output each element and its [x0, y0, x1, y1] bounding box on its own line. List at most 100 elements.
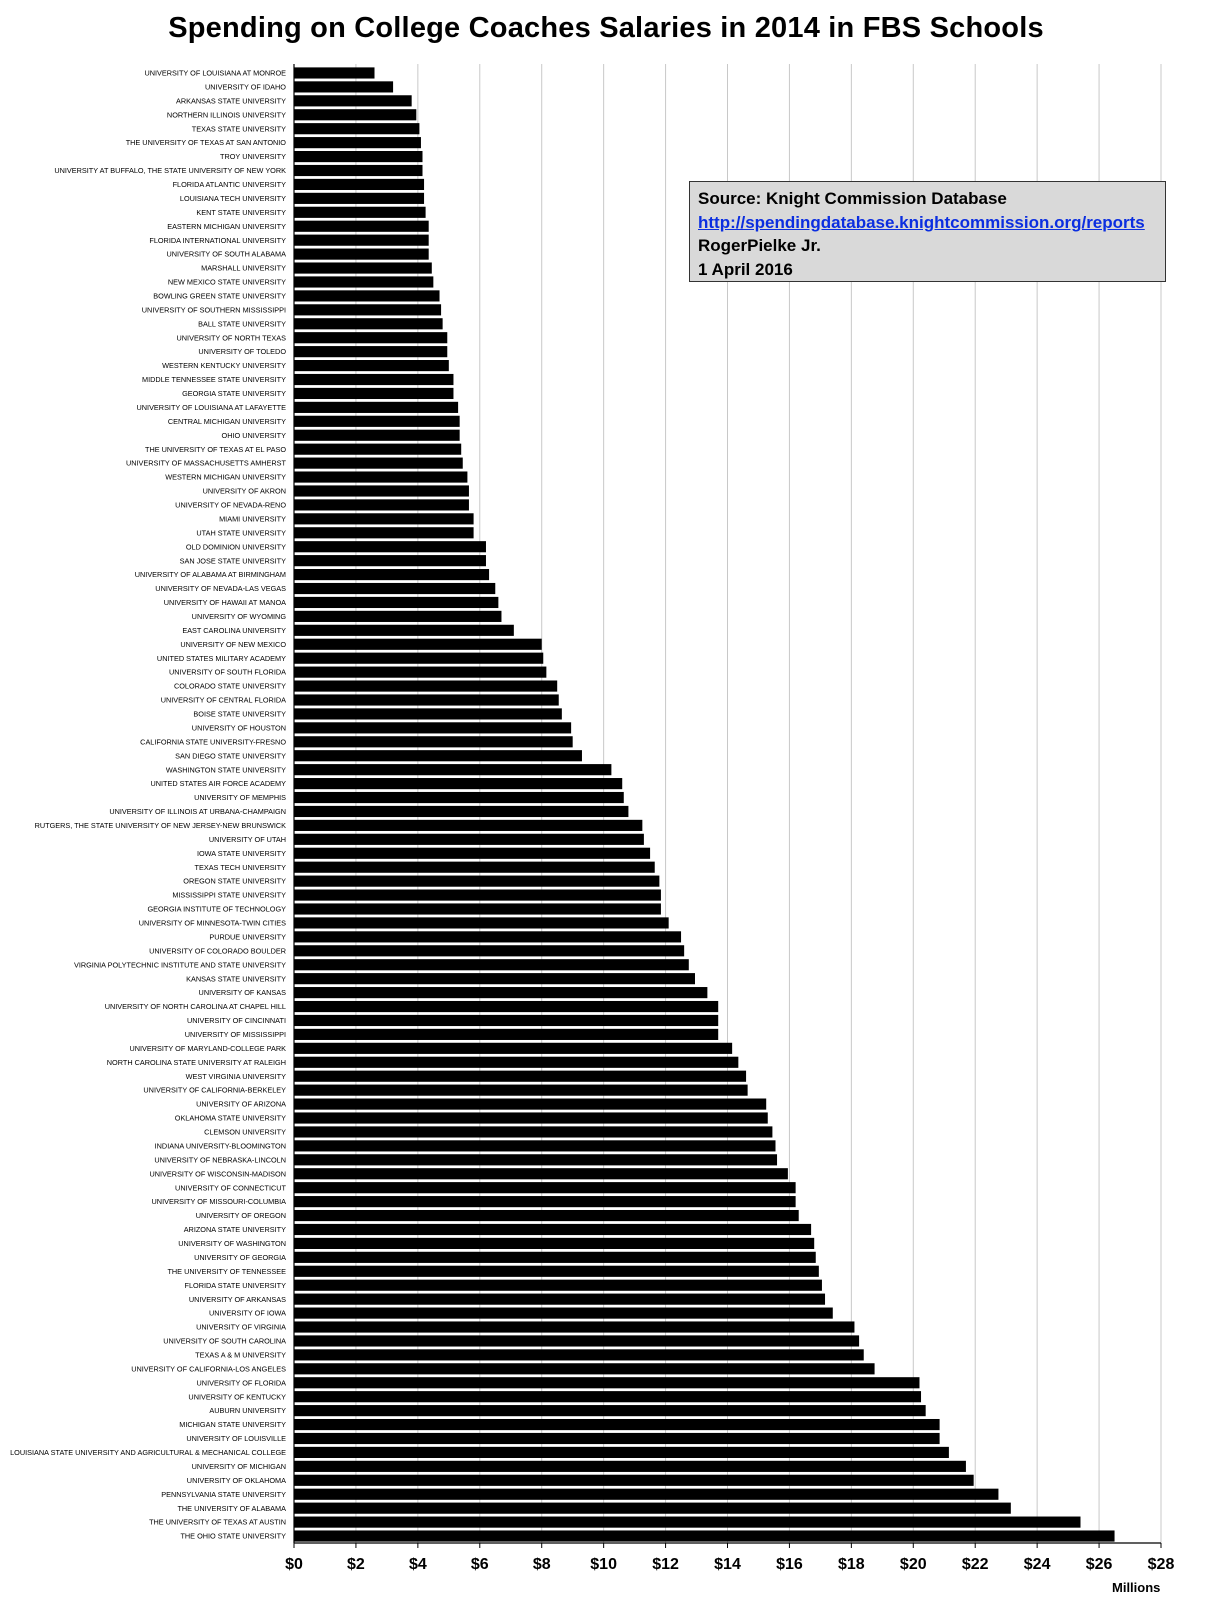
category-label: FLORIDA STATE UNIVERSITY [185, 1281, 287, 1290]
bar [294, 1014, 719, 1027]
category-label: WEST VIRGINIA UNIVERSITY [186, 1072, 287, 1081]
category-label: UNIVERSITY OF MINNESOTA-TWIN CITIES [139, 919, 286, 928]
bar [294, 1112, 768, 1124]
category-label: THE UNIVERSITY OF TEXAS AT SAN ANTONIO [126, 138, 287, 147]
chart-title: Spending on College Coaches Salaries in … [168, 12, 1044, 44]
bar [294, 1349, 864, 1361]
category-label: UNIVERSITY OF VIRGINIA [196, 1323, 286, 1332]
category-label: TEXAS A & M UNIVERSITY [195, 1350, 286, 1359]
category-label: OKLAHOMA STATE UNIVERSITY [175, 1114, 286, 1123]
bar [294, 1126, 773, 1138]
bar [294, 791, 624, 804]
category-label: UNIVERSITY OF CINCINNATI [187, 1016, 286, 1025]
bar [294, 1140, 776, 1152]
bar [294, 248, 429, 260]
category-label: OLD DOMINION UNIVERSITY [186, 542, 286, 551]
category-label: WASHINGTON STATE UNIVERSITY [166, 765, 286, 774]
category-label: UNIVERSITY OF MISSOURI-COLUMBIA [152, 1197, 287, 1206]
bar [294, 1168, 788, 1180]
x-tick-label: $14 [714, 1556, 741, 1573]
category-label: OREGON STATE UNIVERSITY [183, 877, 286, 886]
bar [294, 67, 375, 79]
category-label: UNIVERSITY OF CALIFORNIA-LOS ANGELES [131, 1364, 286, 1373]
source-url-link[interactable]: http://spendingdatabase.knightcommission… [698, 212, 1145, 232]
category-label: UNIVERSITY OF SOUTH FLORIDA [169, 668, 286, 677]
category-label: TROY UNIVERSITY [220, 152, 286, 161]
category-label: UNIVERSITY OF GEORGIA [194, 1253, 286, 1262]
bar [294, 945, 685, 957]
category-label: SAN DIEGO STATE UNIVERSITY [175, 751, 286, 760]
bar [294, 457, 463, 469]
x-tick-label: $28 [1148, 1556, 1175, 1573]
bar [294, 555, 486, 567]
bar [294, 109, 417, 121]
bar [294, 959, 689, 971]
bar [294, 360, 449, 372]
bar [294, 889, 661, 901]
category-label: UNIVERSITY OF ARKANSAS [189, 1295, 286, 1304]
category-label: UNIVERSITY OF COLORADO BOULDER [149, 946, 286, 955]
bar [294, 680, 558, 692]
category-label: UNIVERSITY OF MARYLAND-COLLEGE PARK [129, 1044, 286, 1053]
bar [294, 304, 442, 316]
category-label: MIAMI UNIVERSITY [219, 514, 286, 523]
category-label: UNIVERSITY AT BUFFALO, THE STATE UNIVERS… [54, 166, 286, 175]
category-label: UNIVERSITY OF WYOMING [192, 612, 287, 621]
source-text: Source: Knight Commission Database [698, 189, 1007, 208]
x-tick-label: $0 [285, 1556, 303, 1573]
category-label: PURDUE UNIVERSITY [209, 932, 286, 941]
category-label: THE OHIO STATE UNIVERSITY [180, 1532, 286, 1541]
bar [294, 192, 425, 204]
category-label: UNIVERSITY OF ALABAMA AT BIRMINGHAM [135, 570, 286, 579]
bar [294, 987, 708, 999]
bar [294, 485, 469, 497]
bar [294, 569, 490, 581]
bar [294, 1154, 778, 1166]
bar [294, 1237, 815, 1249]
bar [294, 805, 629, 818]
bar [294, 694, 559, 706]
bar [294, 652, 544, 664]
category-label: UNIVERSITY OF NEW MEXICO [180, 640, 286, 649]
category-label: NEW MEXICO STATE UNIVERSITY [168, 278, 286, 287]
bar [294, 1265, 819, 1277]
category-label: UNIVERSITY OF IOWA [209, 1309, 286, 1318]
bar [294, 290, 440, 302]
bar [294, 1307, 833, 1319]
bar [294, 123, 420, 135]
category-label: UNIVERSITY OF IDAHO [205, 83, 286, 92]
bar [294, 1321, 855, 1333]
category-label: UNIVERSITY OF KENTUCKY [188, 1392, 286, 1401]
category-label: UNIVERSITY OF CENTRAL FLORIDA [161, 696, 286, 705]
category-label: NORTHERN ILLINOIS UNIVERSITY [167, 110, 286, 119]
category-label: UNIVERSITY OF TOLEDO [198, 347, 286, 356]
category-label: WESTERN KENTUCKY UNIVERSITY [162, 361, 286, 370]
bar [294, 387, 454, 400]
category-label: UNIVERSITY OF SOUTHERN MISSISSIPPI [142, 305, 286, 314]
category-label: UNIVERSITY OF OKLAHOMA [187, 1476, 286, 1485]
category-label: MICHIGAN STATE UNIVERSITY [179, 1420, 286, 1429]
category-label: THE UNIVERSITY OF TEXAS AT AUSTIN [149, 1518, 286, 1527]
category-label: COLORADO STATE UNIVERSITY [174, 682, 286, 691]
bar [294, 1098, 767, 1110]
bar [294, 95, 412, 107]
bar [294, 1488, 999, 1500]
category-label: UNIVERSITY OF MICHIGAN [192, 1462, 286, 1471]
bar [294, 1460, 966, 1472]
category-label: UNIVERSITY OF AKRON [203, 487, 286, 496]
bar [294, 778, 623, 790]
category-label: KENT STATE UNIVERSITY [196, 208, 286, 217]
bar [294, 429, 460, 441]
author-text: RogerPielke Jr. [698, 236, 821, 255]
category-label: PENNSYLVANIA STATE UNIVERSITY [161, 1490, 286, 1499]
bar [294, 1056, 739, 1068]
category-label: AUBURN UNIVERSITY [209, 1406, 286, 1415]
x-tick-label: $22 [962, 1556, 989, 1573]
category-label: TEXAS TECH UNIVERSITY [195, 863, 287, 872]
bar [294, 875, 660, 887]
bar [294, 401, 459, 413]
bar [294, 722, 572, 734]
category-label: ARIZONA STATE UNIVERSITY [184, 1225, 286, 1234]
category-label: CENTRAL MICHIGAN UNIVERSITY [168, 417, 286, 426]
